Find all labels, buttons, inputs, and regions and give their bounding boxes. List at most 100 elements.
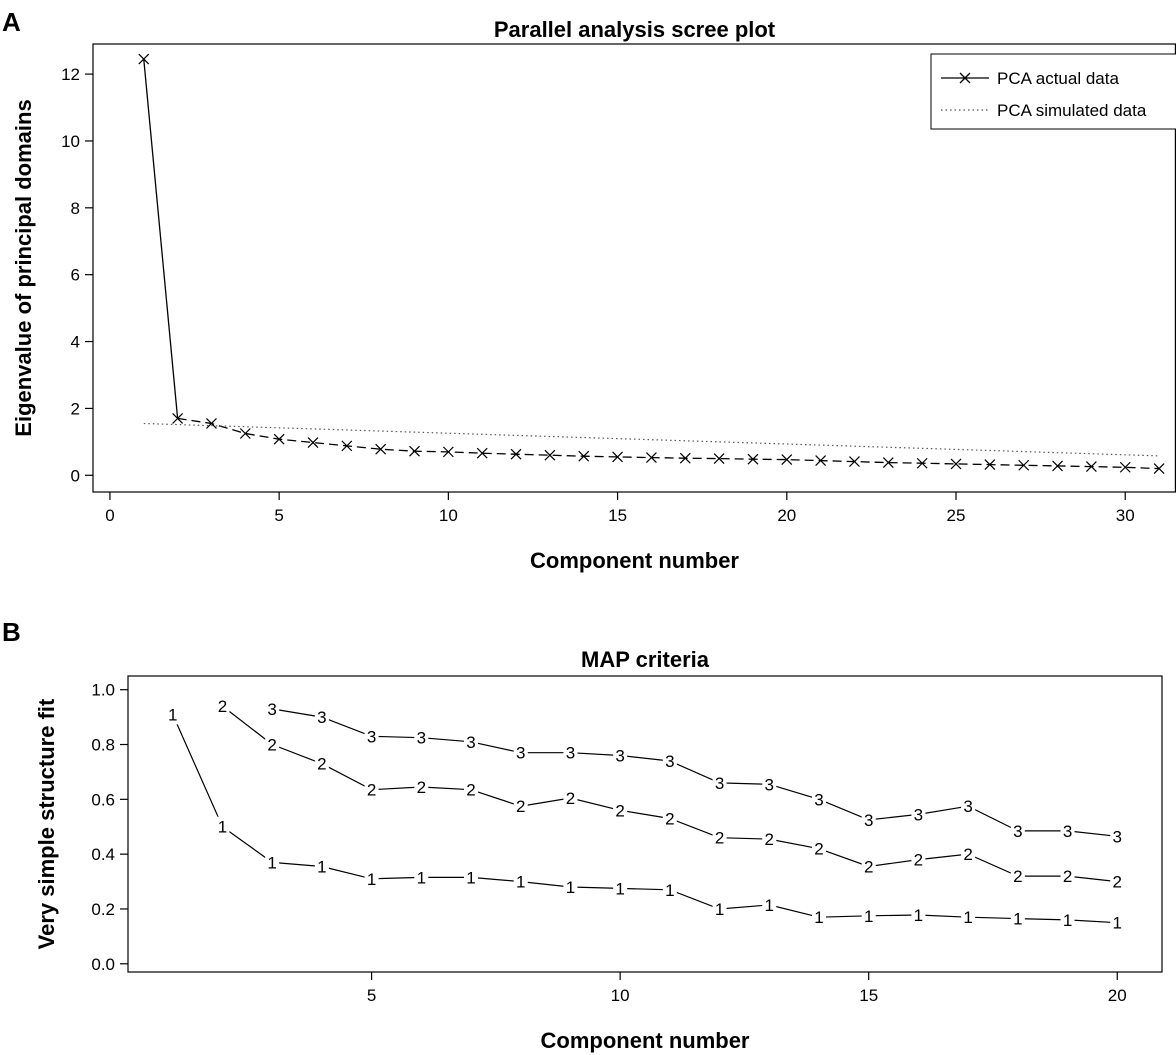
series-1-point-bg [861,905,876,926]
series-2-point: 2 [516,797,525,816]
series-2-line [222,705,1118,883]
series-actual-point [409,445,420,457]
panel-a-x-axis: 0 5 10 15 20 25 30 [105,492,1135,525]
series-1-point: 1 [765,896,774,915]
series-3-point-bg [265,698,280,719]
legend-simulated-label: PCA simulated data [997,101,1147,120]
panel-b-series: 1 1 1 1 1 1 1 1 1 1 1 1 1 1 1 1 1 1 1 1 2 2 2 2 2 2 2 2 2 2 2 2 2 2 2 2 2 2 2 3… [165,696,1125,933]
series-1-point-bg [662,879,677,900]
panel-a-legend: PCA actual data PCA simulated data [930,53,1176,130]
series-actual-point [815,455,827,466]
series-1-point: 1 [168,705,177,724]
series-2-point-bg [215,696,230,717]
series-1-point-bg [961,907,976,928]
series-1-point-bg [811,907,826,928]
y-tick-label: 0.4 [91,845,115,864]
series-2-point: 2 [367,781,376,800]
series-2-point-bg [513,796,528,817]
series-3-point-bg [563,742,578,763]
series-actual-point [239,428,251,439]
series-2-point-bg [662,808,677,829]
series-1-point: 1 [367,870,376,889]
panel-a-y-axis: 0 2 4 6 8 10 12 [61,65,93,485]
series-2-point-bg [613,800,628,821]
series-actual-line-segment [143,58,179,419]
series-1-point: 1 [317,857,326,876]
series-2-point: 2 [864,857,873,876]
series-1-point: 1 [1113,914,1122,933]
panel-b-title: MAP criteria [581,647,710,672]
series-3-point: 3 [765,775,774,794]
series-2-point-bg [464,779,479,800]
y-tick-label: 12 [61,65,80,84]
series-actual-point [375,443,387,455]
series-2-point-bg [364,779,379,800]
y-tick-label: 0.0 [91,955,115,974]
series-3-point-bg [1110,826,1125,847]
x-tick-label: 15 [859,986,878,1005]
series-2-point: 2 [963,845,972,864]
series-1-point-bg [613,878,628,899]
x-tick-label: 0 [105,506,114,525]
series-2-point-bg [1010,866,1025,887]
series-actual-point [781,454,793,465]
series-2-point-bg [911,849,926,870]
series-1-point: 1 [417,868,426,887]
series-actual-point [341,440,353,452]
series-2-point-bg [265,734,280,755]
x-tick-label: 20 [777,506,796,525]
series-1-point: 1 [267,853,276,872]
series-2-point: 2 [1063,867,1072,886]
x-tick-label: 10 [611,986,630,1005]
series-actual-point [1085,461,1097,473]
series-3-point-bg [414,727,429,748]
series-actual-point [916,457,928,469]
series-2-point-bg [563,787,578,808]
series-3-point-bg [314,707,329,728]
series-3-point-bg [961,796,976,817]
series-1-point-bg [265,852,280,873]
series-3-point: 3 [1013,822,1022,841]
series-1-point-bg [215,816,230,837]
series-2-point: 2 [914,851,923,870]
series-actual-point [882,457,894,469]
series-2-point-bg [811,838,826,859]
panel-a: A Parallel analysis scree plot 0 2 4 6 8 10 12… [2,7,1176,573]
series-3-point: 3 [963,797,972,816]
series-1-point-bg [911,904,926,925]
series-2-point-bg [961,844,976,865]
series-actual-point [273,433,285,445]
series-1-point-bg [1110,912,1125,933]
series-2-point: 2 [267,736,276,755]
series-3-point: 3 [417,729,426,748]
series-1-point: 1 [814,908,823,927]
series-3-point-bg [712,772,727,793]
series-3-point: 3 [615,746,624,765]
series-3-point-bg [1010,820,1025,841]
series-2-point: 2 [1113,873,1122,892]
series-1-point-bg [513,871,528,892]
series-actual-point [510,448,522,460]
series-1-point: 1 [466,868,475,887]
series-actual-point [1153,463,1165,475]
series-1-point-bg [563,877,578,898]
y-tick-label: 1.0 [91,681,115,700]
series-1-point: 1 [615,879,624,898]
series-actual-point [612,451,624,463]
panel-a-x-axis-title: Component number [530,548,739,573]
y-tick-label: 0.6 [91,790,115,809]
series-3-point-bg [1060,820,1075,841]
series-2-point: 2 [466,781,475,800]
y-tick-label: 10 [61,132,80,151]
series-3-point: 3 [864,811,873,830]
series-2-point: 2 [1013,867,1022,886]
series-actual-point [442,446,454,458]
panel-a-plot-frame [92,43,1176,493]
series-1-point: 1 [864,907,873,926]
legend-actual-marker [959,72,971,84]
panel-a-title: Parallel analysis scree plot [494,17,776,42]
panel-b-y-axis-title: Very simple structure fit [34,698,59,949]
series-actual-point [138,53,150,65]
series-actual-point [984,459,996,471]
